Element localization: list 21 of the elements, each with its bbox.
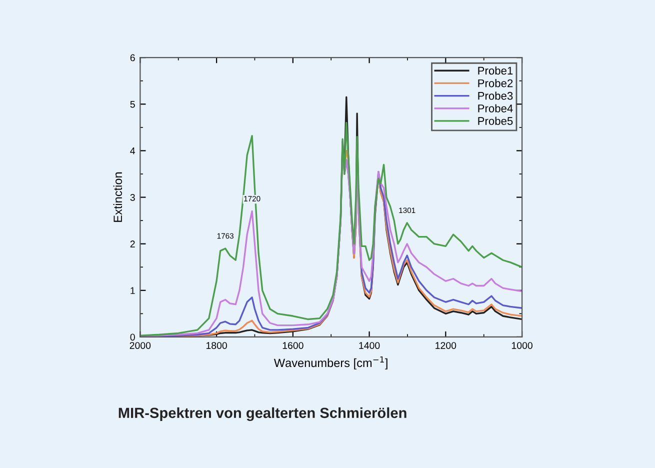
x-axis-title: Wavenumbers [cm$^{−1}$] (274, 356, 388, 370)
x-tick-label: 1000 (512, 342, 532, 349)
y-tick-label: 3 (130, 194, 135, 201)
x-tick-label: 1400 (359, 342, 380, 349)
y-tick-label: 0 (130, 334, 135, 341)
x-tick-label: 1200 (436, 342, 456, 349)
y-tick-label: 5 (130, 100, 135, 108)
y-tick-label: 2 (130, 240, 135, 248)
y-tick-label: 4 (130, 148, 136, 154)
legend-label: Probe4 (478, 104, 513, 112)
y-axis-title: Extinction (113, 172, 122, 222)
legend-label: Probe5 (478, 116, 513, 125)
text: MIR-Spektren von gealterten Schmierölen (118, 407, 406, 422)
legend-label: Probe2 (478, 79, 513, 88)
x-tick-label: 1600 (282, 342, 304, 349)
legend-label: Probe3 (478, 92, 513, 100)
x-tick-label: 2000 (130, 342, 151, 349)
x-tick-label: 1800 (206, 342, 227, 349)
y-tick-label: 1 (130, 287, 135, 294)
legend-label: Probe1 (478, 66, 513, 75)
y-tick-label: 6 (130, 54, 135, 62)
